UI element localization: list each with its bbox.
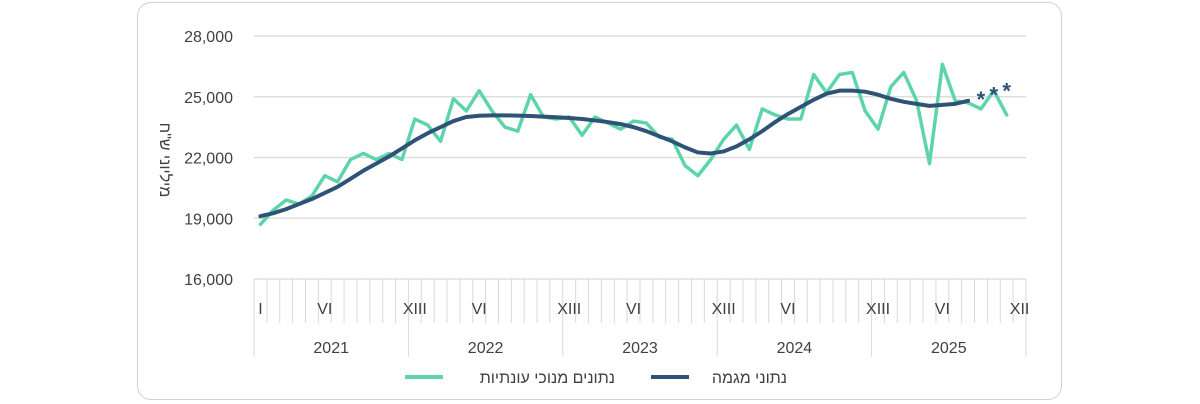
series-layer: * * * bbox=[258, 62, 1011, 227]
trend-estimate-marker: * bbox=[977, 87, 986, 112]
legend-label-trend: נתוני מגמה bbox=[712, 370, 787, 387]
x-year-label: 2024 bbox=[777, 340, 813, 357]
y-tick-label: 22,000 bbox=[184, 151, 233, 168]
x-month-label: VI bbox=[780, 301, 795, 318]
x-month-label: I bbox=[258, 301, 262, 318]
x-month-label: VI bbox=[317, 301, 332, 318]
x-month-label: XIII bbox=[712, 301, 736, 318]
x-year-label: 2025 bbox=[931, 340, 967, 357]
x-month-label: VI bbox=[472, 301, 487, 318]
series-line-seasonal bbox=[258, 62, 1009, 227]
x-year-label: 2023 bbox=[622, 340, 658, 357]
x-month-label: XIII bbox=[557, 301, 581, 318]
series-line-trend bbox=[258, 88, 971, 219]
legend: נתוני מגמה נתונים מנוכי עונתיות bbox=[405, 370, 787, 387]
x-month-label: XIII bbox=[866, 301, 890, 318]
y-tick-label: 25,000 bbox=[184, 90, 233, 107]
x-month-label: VI bbox=[935, 301, 950, 318]
x-month-label: VI bbox=[626, 301, 641, 318]
y-tick-label: 19,000 bbox=[184, 211, 233, 228]
x-month-label: XII bbox=[1010, 301, 1030, 318]
y-axis-title: מיליוני ש"ח bbox=[156, 123, 174, 198]
x-axis: I VI XIII VI XIII VI XIII VI XIII VI XII 2021 2022 20… bbox=[253, 279, 1030, 357]
x-year-label: 2021 bbox=[313, 340, 349, 357]
x-year-label: 2022 bbox=[468, 340, 504, 357]
legend-label-seasonal: נתונים מנוכי עונתיות bbox=[480, 370, 615, 387]
y-tick-labels: 16,000 19,000 22,000 25,000 28,000 bbox=[184, 29, 233, 289]
trend-estimate-marker: * bbox=[990, 83, 999, 108]
trend-estimate-marker: * bbox=[1002, 79, 1011, 104]
y-tick-label: 28,000 bbox=[184, 29, 233, 46]
x-month-label: XIII bbox=[403, 301, 427, 318]
y-tick-label: 16,000 bbox=[184, 272, 233, 289]
